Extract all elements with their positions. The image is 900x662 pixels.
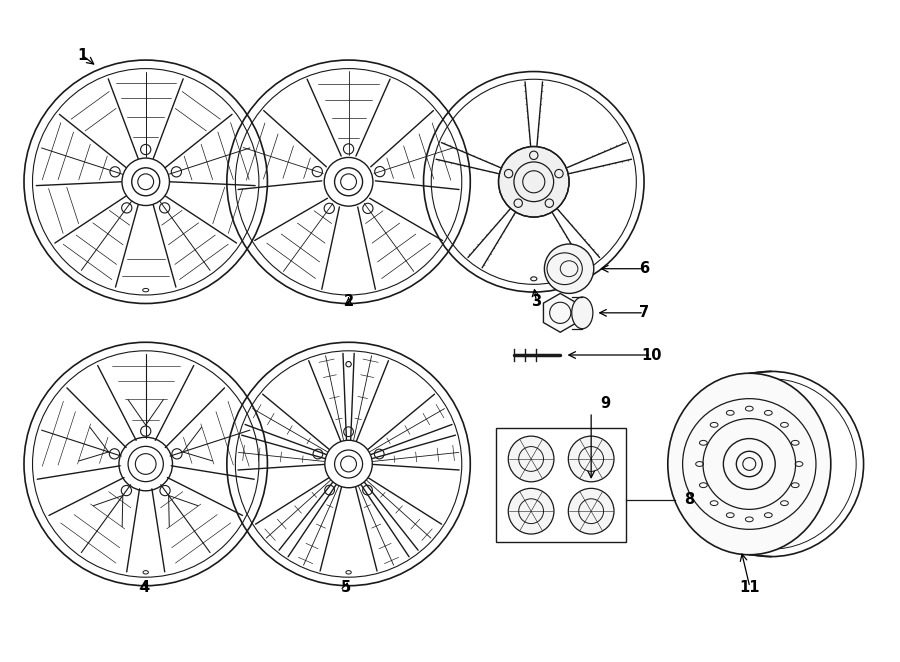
Text: 9: 9: [600, 396, 610, 411]
Polygon shape: [544, 293, 577, 332]
Ellipse shape: [568, 489, 614, 534]
Ellipse shape: [668, 373, 831, 555]
Text: 4: 4: [139, 580, 149, 594]
Text: 6: 6: [639, 261, 649, 276]
Text: 11: 11: [740, 580, 760, 594]
Text: 8: 8: [684, 493, 694, 507]
Text: 5: 5: [341, 580, 351, 594]
Text: 2: 2: [344, 295, 354, 309]
Text: 10: 10: [641, 348, 662, 363]
Ellipse shape: [508, 489, 554, 534]
Text: 3: 3: [531, 295, 542, 309]
Ellipse shape: [499, 146, 569, 217]
Ellipse shape: [572, 297, 593, 329]
Ellipse shape: [568, 436, 614, 482]
Text: 1: 1: [77, 48, 87, 63]
Text: 7: 7: [639, 305, 649, 320]
Ellipse shape: [544, 244, 594, 293]
Ellipse shape: [508, 436, 554, 482]
Bar: [496, 428, 626, 542]
